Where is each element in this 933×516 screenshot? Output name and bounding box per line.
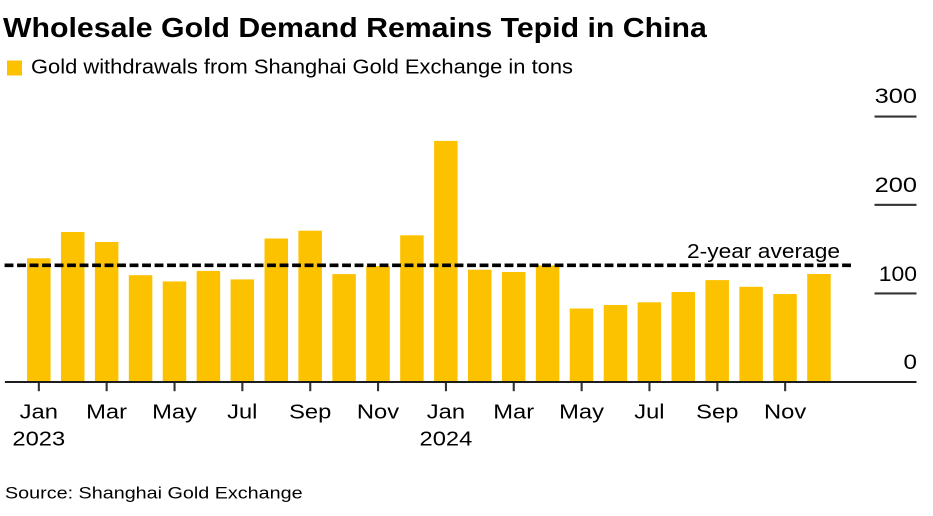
svg-text:Nov: Nov [357,400,400,423]
svg-text:Wholesale Gold Demand Remains: Wholesale Gold Demand Remains Tepid in C… [3,12,708,43]
svg-text:100: 100 [879,263,917,286]
svg-text:May: May [559,400,605,423]
svg-text:May: May [152,400,198,423]
svg-text:Mar: Mar [86,400,127,423]
svg-text:Gold withdrawals from Shanghai: Gold withdrawals from Shanghai Gold Exch… [31,56,573,79]
svg-text:2-year average: 2-year average [687,240,840,263]
svg-text:Sep: Sep [696,400,738,423]
svg-text:Source: Shanghai Gold Exchange: Source: Shanghai Gold Exchange [5,484,303,503]
svg-text:0: 0 [904,351,917,374]
svg-text:Mar: Mar [493,400,534,423]
svg-text:300: 300 [875,85,917,108]
svg-text:200: 200 [875,174,917,197]
svg-text:Jul: Jul [227,400,257,423]
svg-text:Sep: Sep [289,400,331,423]
svg-text:2023: 2023 [12,427,65,450]
svg-text:Jul: Jul [634,400,664,423]
svg-text:Jan: Jan [20,400,58,423]
svg-text:2024: 2024 [420,427,473,450]
svg-text:Nov: Nov [764,400,807,423]
svg-text:Jan: Jan [427,400,465,423]
